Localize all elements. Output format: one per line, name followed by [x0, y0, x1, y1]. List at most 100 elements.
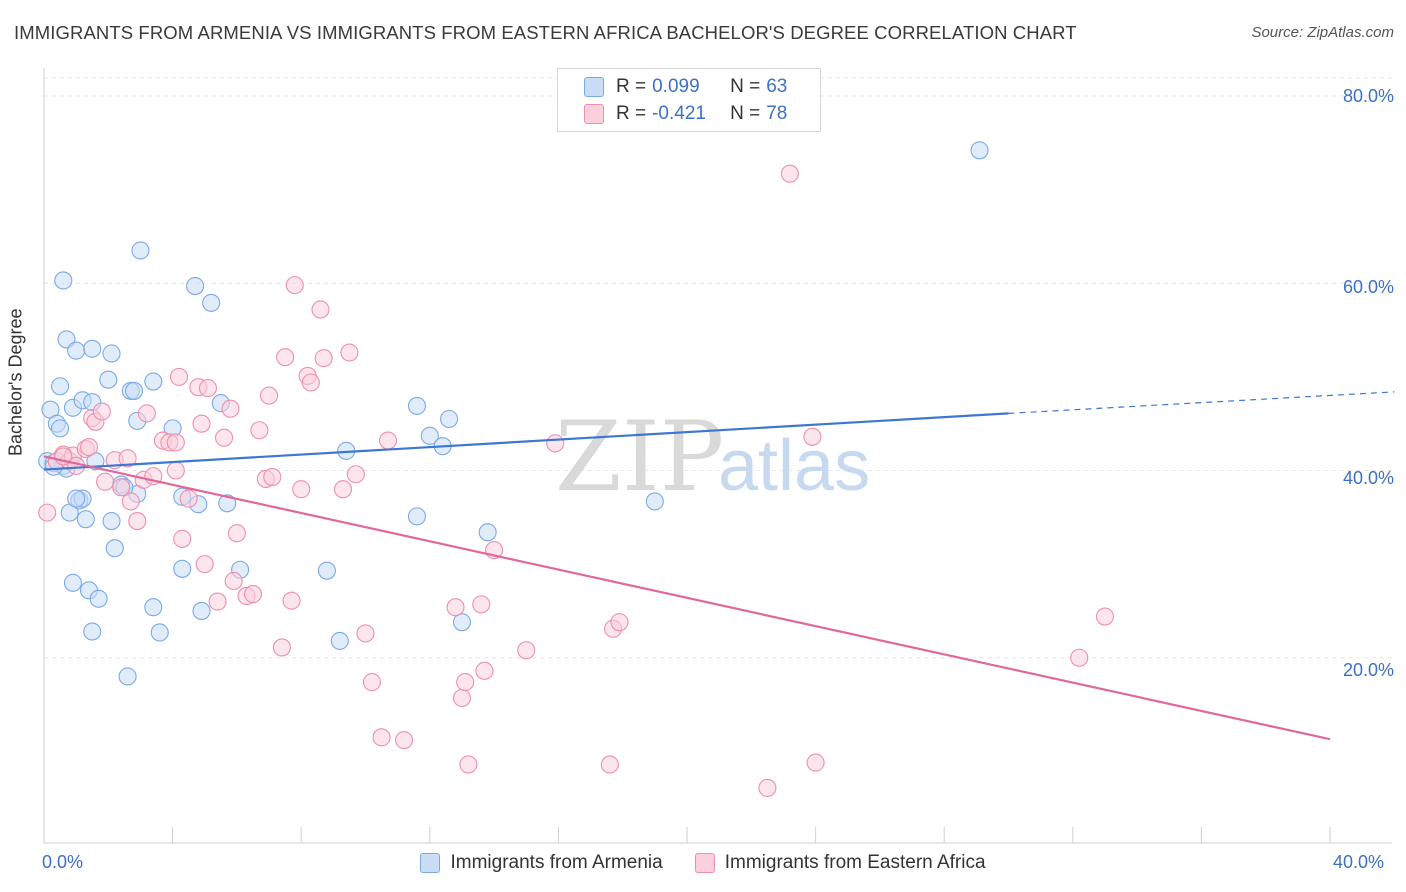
eastern-africa-point	[243, 585, 263, 604]
eastern-africa-point	[340, 343, 359, 362]
eastern-africa-point	[1070, 648, 1089, 667]
eastern-africa-point	[118, 449, 137, 468]
eastern-africa-point	[92, 402, 111, 421]
armenia-point	[67, 489, 86, 508]
armenia-point	[173, 559, 192, 578]
eastern-africa-point	[362, 673, 381, 692]
y-axis-label: Bachelor's Degree	[5, 308, 26, 456]
eastern-africa-point	[214, 428, 234, 447]
series-swatch-eastern-africa	[694, 853, 715, 873]
x-tick-label: 40.0%	[1333, 852, 1385, 872]
armenia-point	[202, 293, 221, 312]
armenia-point	[144, 372, 163, 391]
armenia-point	[76, 510, 95, 529]
watermark-zip: ZIP	[555, 401, 724, 513]
armenia-point	[645, 492, 664, 511]
eastern-africa-point	[311, 300, 330, 319]
eastern-africa-point	[166, 461, 185, 480]
armenia-point	[218, 494, 237, 513]
eastern-africa-point	[806, 753, 825, 772]
armenia-point	[118, 667, 137, 686]
armenia-point	[440, 409, 459, 429]
armenia-point	[63, 573, 82, 592]
armenia-point	[452, 613, 472, 632]
legend-n-label: N =	[730, 103, 761, 124]
eastern-africa-point	[128, 512, 147, 531]
armenia-point	[150, 623, 169, 642]
armenia-point	[83, 622, 102, 641]
legend-n-value: 63	[766, 76, 788, 97]
stats-legend: R = 0.099 N = 63 R = -0.421 N = 78	[557, 68, 821, 132]
y-tick-label: 80.0%	[1342, 86, 1394, 106]
eastern-africa-point	[227, 524, 246, 543]
legend-n-label: N =	[730, 76, 761, 97]
series-legend: Immigrants from Armenia Immigrants from …	[0, 852, 1406, 874]
eastern-africa-point	[1095, 607, 1114, 626]
armenia-point	[51, 377, 70, 396]
armenia-point	[420, 426, 439, 445]
eastern-africa-point	[780, 164, 799, 183]
eastern-africa-point	[179, 489, 198, 508]
eastern-africa-point	[346, 465, 365, 484]
armenia-point	[51, 419, 70, 438]
eastern-africa-point	[112, 478, 131, 497]
eastern-africa-point	[356, 624, 375, 643]
eastern-africa-point	[38, 503, 57, 522]
legend-swatch-armenia	[584, 77, 604, 97]
legend-row-armenia: R = 0.099 N = 63	[584, 73, 787, 101]
eastern-africa-point	[96, 472, 115, 491]
eastern-africa-point	[195, 555, 214, 574]
legend-r-label: R =	[616, 103, 647, 124]
armenia-point	[83, 339, 102, 358]
eastern-africa-point	[276, 348, 295, 367]
source-note: Source: ZipAtlas.com	[1251, 24, 1394, 41]
x-tick-label: 0.0%	[42, 852, 84, 872]
eastern-africa-point	[446, 598, 465, 617]
eastern-africa-trend-line	[43, 455, 1331, 741]
y-tick-label: 40.0%	[1342, 468, 1394, 488]
armenia-point	[970, 141, 989, 160]
armenia-point	[99, 370, 118, 389]
y-tick-label: 60.0%	[1342, 277, 1394, 297]
eastern-africa-point	[208, 592, 227, 611]
armenia-point	[478, 523, 497, 542]
eastern-africa-point	[263, 468, 282, 487]
eastern-africa-point	[282, 591, 301, 610]
eastern-africa-point	[301, 373, 320, 392]
armenia-point	[102, 512, 121, 531]
eastern-africa-point	[166, 433, 185, 452]
series-label-eastern-africa: Immigrants from Eastern Africa	[724, 852, 986, 873]
chart-title: IMMIGRANTS FROM ARMENIA VS IMMIGRANTS FR…	[14, 22, 1077, 43]
eastern-africa-point	[121, 492, 140, 511]
eastern-africa-point	[169, 367, 189, 386]
eastern-africa-point	[259, 386, 279, 405]
eastern-africa-point	[137, 404, 156, 423]
eastern-africa-point	[517, 641, 536, 660]
armenia-trend-extension	[1008, 391, 1395, 414]
eastern-africa-point	[610, 613, 629, 632]
legend-row-eastern-africa: R = -0.421 N = 78	[584, 100, 787, 128]
eastern-africa-point	[472, 595, 491, 614]
armenia-point	[105, 539, 124, 558]
eastern-africa-point	[224, 571, 243, 591]
legend-swatch-eastern-africa	[584, 104, 604, 124]
eastern-africa-point	[221, 399, 240, 418]
watermark-atlas: atlas	[718, 426, 870, 506]
armenia-point	[330, 631, 349, 650]
armenia-point	[54, 271, 73, 290]
series-legend-armenia: Immigrants from Armenia	[420, 852, 663, 874]
legend-r-value: 0.099	[652, 76, 700, 97]
eastern-africa-point	[803, 427, 822, 446]
armenia-point	[317, 561, 336, 580]
series-label-armenia: Immigrants from Armenia	[450, 852, 663, 873]
armenia-trend-line	[43, 412, 1009, 471]
armenia-point	[131, 241, 150, 260]
eastern-africa-point	[546, 434, 565, 453]
eastern-africa-point	[272, 638, 291, 657]
eastern-africa-point	[173, 529, 192, 548]
eastern-africa-point	[395, 731, 414, 750]
eastern-africa-point	[456, 673, 475, 692]
armenia-point	[407, 507, 426, 526]
eastern-africa-point	[292, 480, 311, 499]
